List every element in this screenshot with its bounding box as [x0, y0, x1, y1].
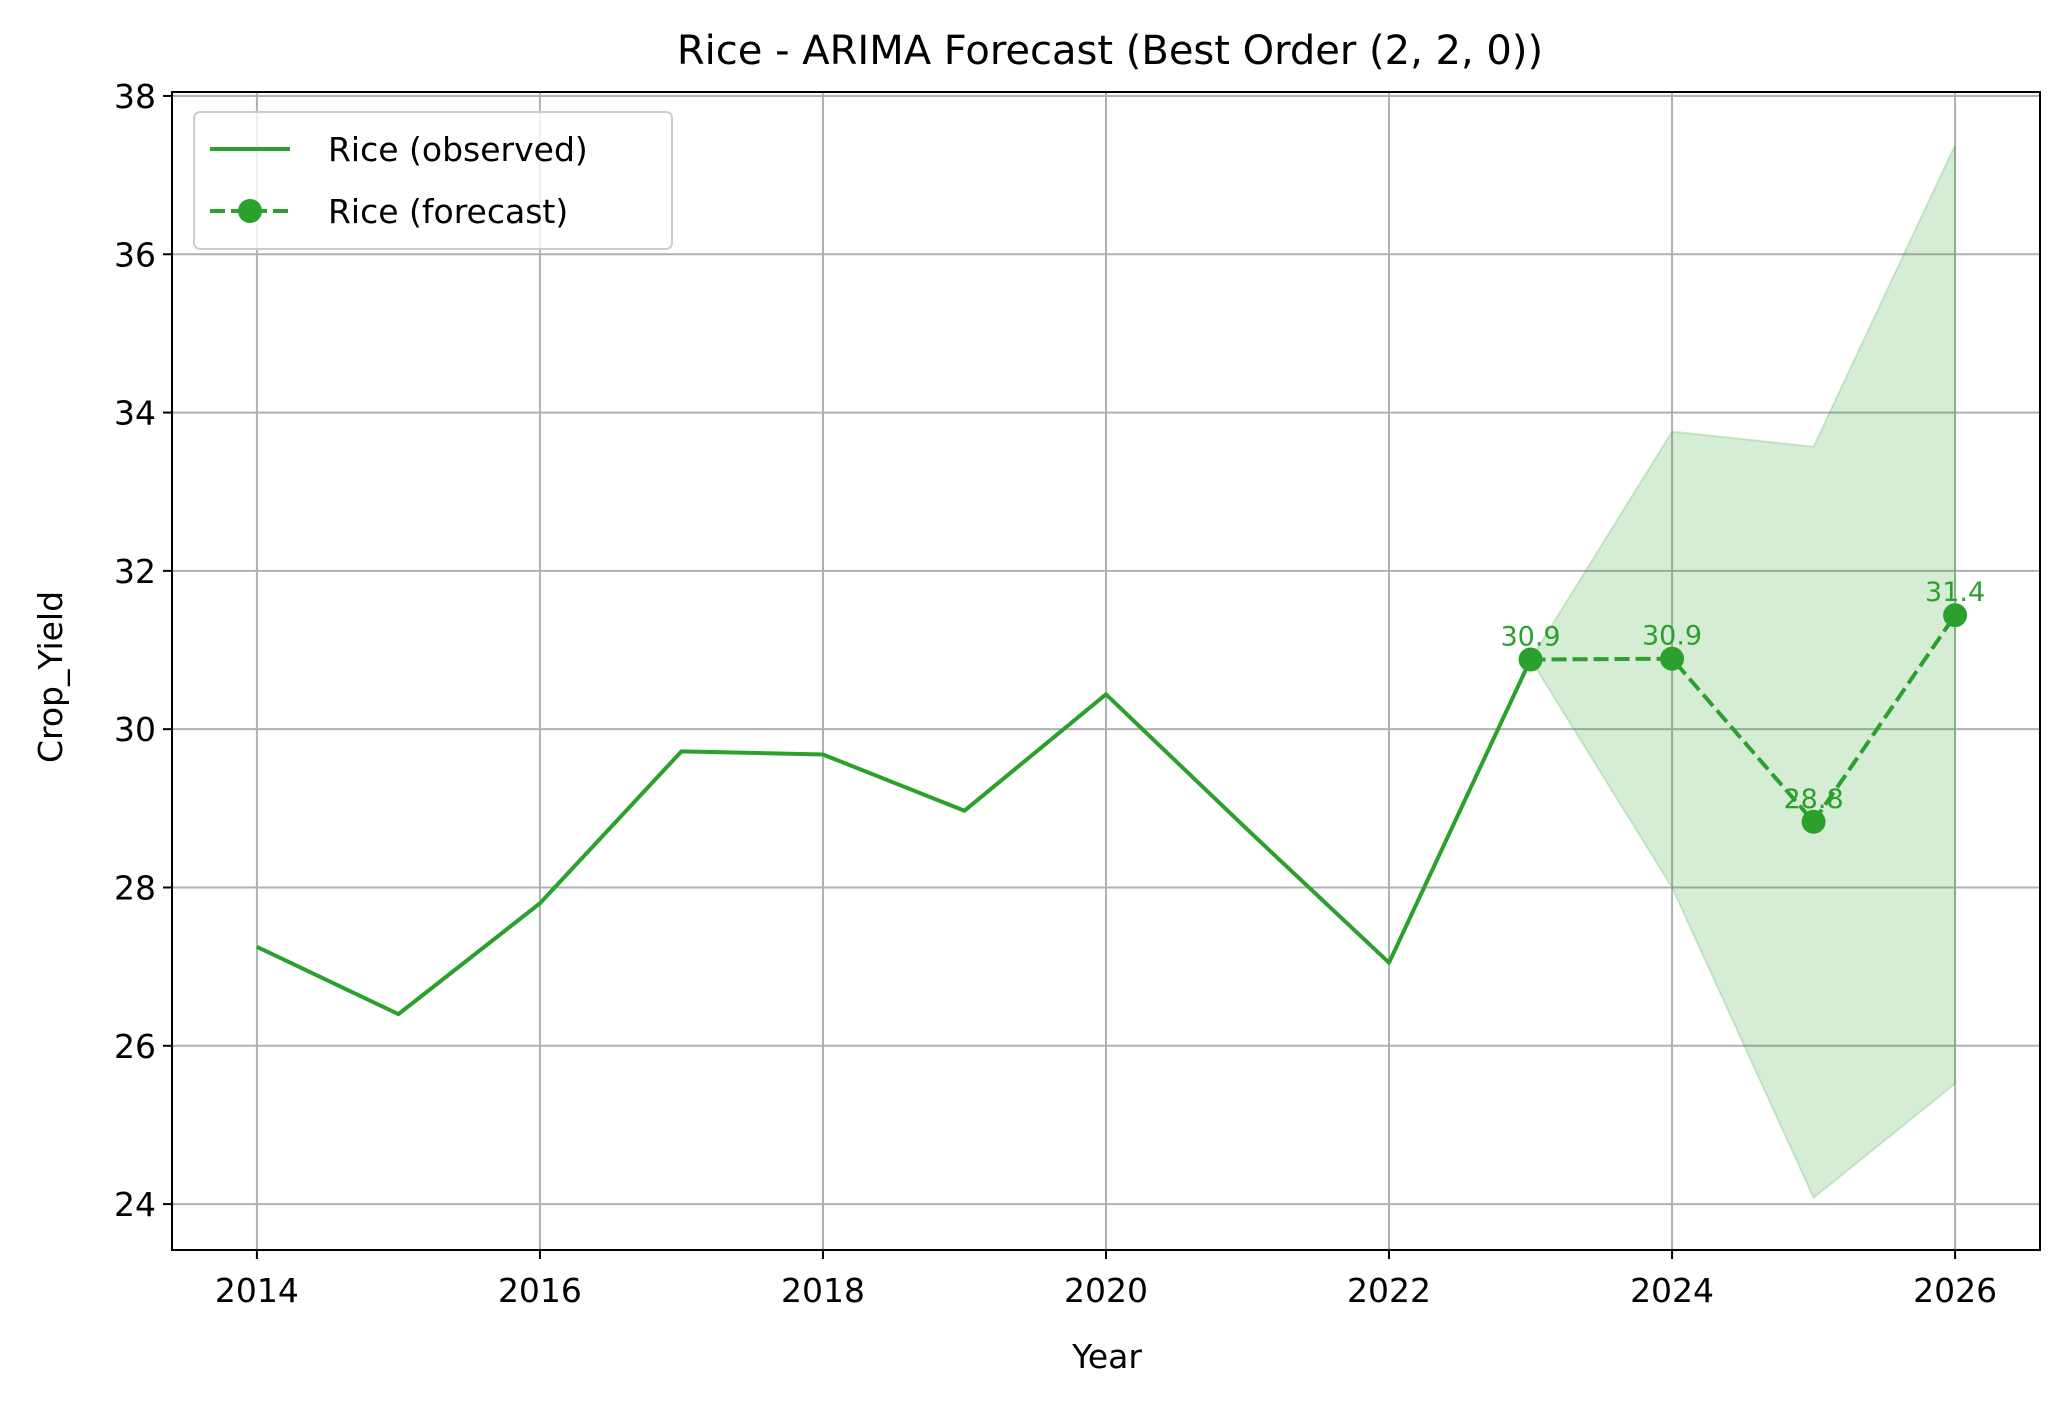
y-tick-label: 30 [114, 710, 156, 749]
x-axis-ticks: 2014 2016 2018 2020 2022 2024 2026 [215, 1250, 1997, 1310]
forecast-data-label: 31.4 [1925, 577, 1985, 608]
x-tick-label: 2020 [1064, 1271, 1148, 1310]
legend-observed-label: Rice (observed) [328, 130, 588, 169]
forecast-markers [1518, 603, 1968, 834]
legend: Rice (observed) Rice (forecast) [193, 111, 673, 250]
forecast-data-label: 28.8 [1784, 784, 1844, 815]
y-tick-label: 28 [114, 868, 156, 907]
x-tick-label: 2022 [1347, 1271, 1431, 1310]
legend-box [193, 111, 673, 250]
legend-forecast-marker [238, 199, 262, 223]
forecast-point [1518, 647, 1543, 672]
forecast-point [1660, 646, 1685, 671]
x-tick-label: 2024 [1630, 1271, 1714, 1310]
y-tick-label: 38 [114, 77, 156, 116]
forecast-data-label: 30.9 [1642, 621, 1702, 652]
x-axis-label: Year [1071, 1337, 1142, 1376]
forecast-data-label: 30.9 [1500, 622, 1560, 653]
y-axis-label: Crop_Yield [31, 591, 70, 763]
y-tick-label: 34 [114, 394, 156, 433]
x-tick-label: 2018 [781, 1271, 865, 1310]
y-tick-label: 24 [114, 1185, 156, 1224]
observed-line [256, 658, 1533, 1017]
y-axis-ticks: 24 26 28 30 32 34 36 38 [114, 77, 172, 1224]
y-tick-label: 32 [114, 552, 156, 591]
forecast-line [1530, 614, 1957, 826]
chart-title: Rice - ARIMA Forecast (Best Order (2, 2,… [677, 28, 1543, 74]
x-tick-label: 2016 [498, 1271, 582, 1310]
forecast-data-labels: 30.9 30.9 28.8 31.4 [1500, 577, 1985, 815]
y-tick-label: 36 [114, 235, 156, 274]
y-tick-label: 26 [114, 1027, 156, 1066]
x-tick-label: 2014 [215, 1271, 299, 1310]
legend-forecast-label: Rice (forecast) [328, 192, 568, 231]
x-tick-label: 2026 [1913, 1271, 1997, 1310]
forecast-point [1943, 603, 1968, 628]
grid [172, 92, 2040, 1250]
forecast-point [1801, 809, 1826, 834]
